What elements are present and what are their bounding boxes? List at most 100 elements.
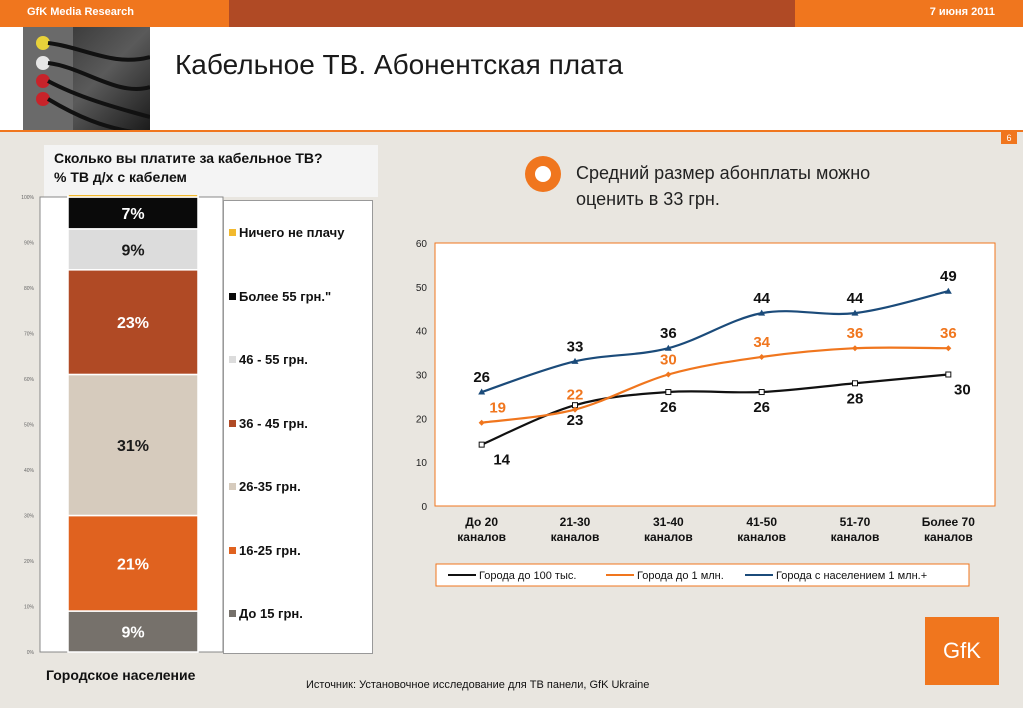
bar-segment [67,195,199,198]
y-tick-label: 70% [24,332,35,338]
legend-label: 26-35 грн. [239,479,301,494]
data-label: 26 [473,369,490,386]
data-label: 34 [753,334,770,351]
legend-label: Города до 100 тыс. [479,570,576,582]
y-tick-label: 10% [24,605,35,611]
y-tick-label: 0% [27,650,35,655]
legend-label: Ничего не плачу [239,225,345,240]
population-label: Городское население [46,667,196,683]
data-label: 26 [660,399,677,416]
y-tick-label: 50% [24,423,35,429]
cable-photo [23,27,150,132]
x-tick-label: каналов [551,530,600,544]
y-tick-label: 0 [421,502,427,513]
data-label: 33 [567,338,584,355]
y-tick-label: 50 [416,283,428,294]
legend-label: Города до 1 млн. [637,570,724,582]
y-tick-label: 40 [416,327,428,338]
legend-item: 16-25 грн. [229,543,301,558]
legend-swatch [229,546,236,554]
data-label: 23 [567,412,584,429]
data-point [852,380,858,387]
data-point [851,309,859,316]
legend-item: 36 - 45 грн. [229,416,308,431]
bar-segment [67,514,199,612]
x-tick-label: каналов [831,530,880,544]
y-tick-label: 90% [24,241,35,247]
page-number: 6 [1001,132,1017,144]
x-tick-label: Более 70 [922,515,975,529]
bar-segment [67,373,199,517]
bar-segment-label: 23% [117,315,149,332]
legend-swatch [229,292,236,300]
question-box: Сколько вы платите за кабельное ТВ? % ТВ… [44,145,378,197]
y-tick-label: 80% [24,286,35,292]
question-line-2: % ТВ д/х с кабелем [54,169,187,185]
series-line [481,290,949,394]
y-tick-label: 60% [24,377,35,383]
data-point [852,345,858,352]
data-label: 19 [489,400,506,417]
x-tick-label: 31-40 [653,515,684,529]
legend-item: 26-35 грн. [229,479,301,494]
x-tick-label: 41-50 [746,515,777,529]
stacked-bar-legend: Ничего не плачу Более 55 грн." 46 - 55 грн… [223,200,373,654]
data-point [944,287,952,294]
bar-segment-label: 7% [121,206,144,223]
question-text: Сколько вы платите за кабельное ТВ? % ТВ… [54,149,323,187]
data-label: 28 [847,390,864,407]
legend-item: Более 55 грн." [229,289,331,304]
legend-item: Ничего не плачу [229,225,344,240]
summary-statement: Средний размер абонплаты можно оценить в… [576,160,936,212]
top-bar-brand-segment [0,0,229,27]
data-point [945,371,952,378]
y-tick-label: 40% [24,468,35,474]
x-tick-label: каналов [737,530,786,544]
bar-segment-label: 31% [117,438,149,455]
legend-label: До 15 грн. [239,606,303,621]
data-label: 30 [954,382,971,399]
data-label: 36 [847,325,864,342]
legend-label: 16-25 грн. [239,542,301,558]
statement-line-1: Средний размер абонплаты можно [576,163,871,183]
data-point [945,345,952,352]
series-line [481,373,949,446]
data-point [665,371,672,378]
legend-item: До 15 грн. [229,606,303,621]
page-title: Кабельное ТВ. Абонентская плата [175,49,624,80]
source-note: Источник: Установочное исследование для … [306,679,650,691]
data-label: 44 [753,290,770,307]
legend-swatch [229,483,236,490]
data-label: 36 [660,325,677,342]
header: Кабельное ТВ. Абонентская плата [0,27,1023,132]
x-tick-label: каналов [457,530,506,544]
y-tick-label: 60 [416,239,428,250]
legend-label: 36 - 45 грн. [239,415,308,431]
data-point [478,441,485,448]
bar-segment-label: 9% [121,242,144,259]
data-label: 30 [660,352,677,369]
legend-swatch [229,356,236,363]
data-label: 49 [940,268,957,285]
data-point [758,309,766,316]
bar-segment [67,269,199,376]
legend-label: 46 - 55 грн. [239,352,308,367]
data-point [478,388,486,395]
data-label: 22 [567,387,584,404]
x-tick-label: До 20 [465,515,498,529]
x-tick-label: 51-70 [840,515,871,529]
data-point [758,353,765,360]
y-tick-label: 10 [416,458,428,469]
legend-item: 46 - 55 грн. [229,352,308,367]
data-label: 14 [493,452,510,469]
y-tick-label: 30 [416,371,428,382]
bar-segment [67,228,199,271]
y-tick-label: 30% [24,514,35,520]
legend-swatch [229,229,236,236]
brand-name: GfK Media Research [27,6,134,18]
bar-segment [67,610,199,653]
data-label: 26 [753,399,770,416]
bar-segment-label: 9% [121,625,144,642]
gfk-logo: GfK [925,617,999,685]
